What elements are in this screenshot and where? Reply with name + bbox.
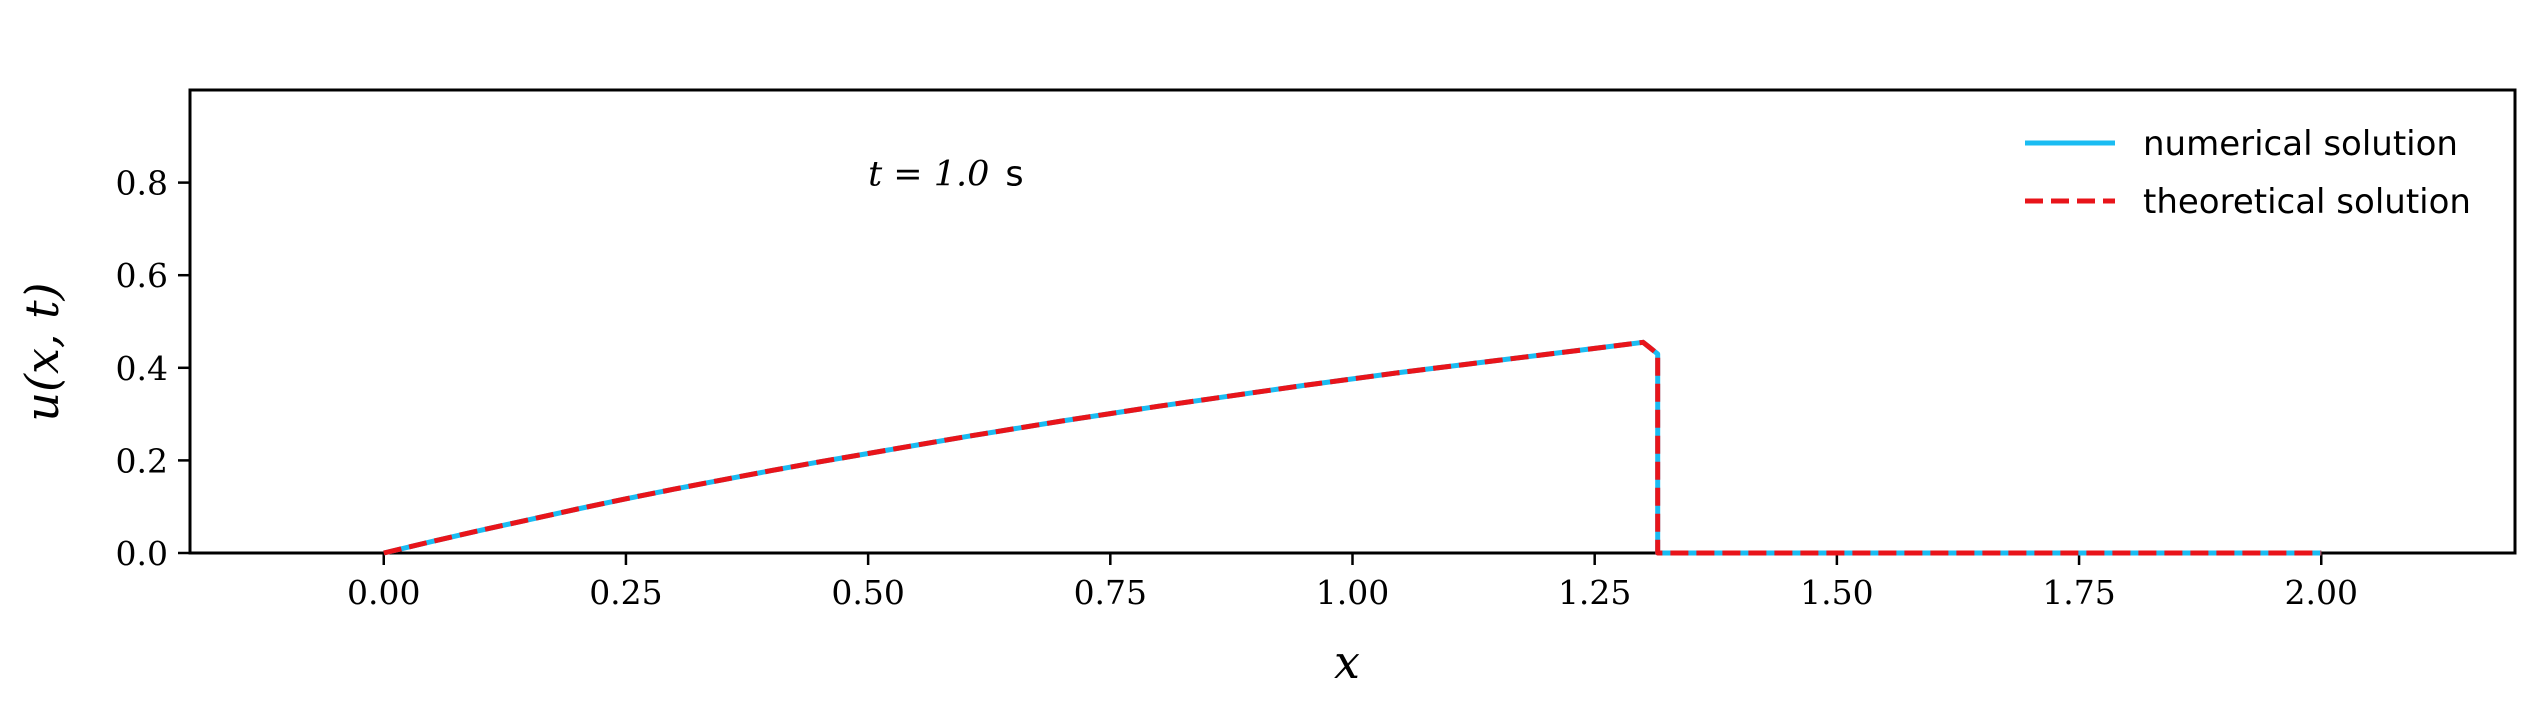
x-tick-label: 0.50 [831,573,904,612]
x-tick-label: 0.00 [347,573,420,612]
x-tick-label: 1.75 [2042,573,2115,612]
legend-label-numerical: numerical solution [2143,124,2458,164]
x-tick-label: 0.75 [1074,573,1147,612]
y-tick-label: 0.4 [116,349,168,388]
legend-label-theoretical: theoretical solution [2143,182,2471,222]
y-axis-label: u(x, t) [15,282,69,421]
legend: numerical solution theoretical solution [2025,124,2471,222]
y-tick-label: 0.8 [116,164,168,203]
x-tick-label: 1.50 [1800,573,1873,612]
time-annotation-text: t = 1.0 s [868,154,1024,194]
x-tick-label: 1.25 [1558,573,1631,612]
x-tick-label: 0.25 [589,573,662,612]
time-annotation-math: t = 1.0 [868,154,989,194]
time-annotation: t = 1.0 s [868,154,1024,194]
series-line-theoretical [383,339,2322,556]
y-tick-label: 0.0 [116,534,168,573]
series-line-numerical [383,339,2322,556]
x-tick-label: 1.00 [1316,573,1389,612]
axes: 0.00 0.25 0.50 0.75 1.00 1.25 1.50 1.75 2.00 0.0 0… [116,88,2517,612]
x-axis-label: x [1334,635,1360,689]
plot-lines [383,339,2322,556]
time-annotation-unit: s [1005,154,1023,194]
axis-labels: x u(x, t) [15,282,1360,689]
x-tick-label: 2.00 [2285,573,2358,612]
y-tick-label: 0.2 [116,441,168,480]
y-tick-label: 0.6 [116,256,168,295]
